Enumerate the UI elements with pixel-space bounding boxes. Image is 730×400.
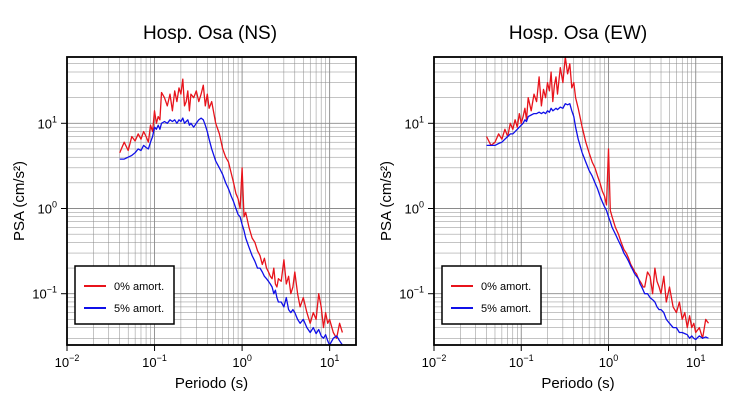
y-tick-base: 10 xyxy=(405,116,419,131)
legend-label-1: 5% amort. xyxy=(481,303,531,315)
x-tick-label: 100 xyxy=(599,353,618,370)
y-tick-base: 10 xyxy=(38,202,52,217)
y-tick-exponent: −1 xyxy=(414,285,424,295)
y-tick-label: 101 xyxy=(38,114,57,131)
x-tick-base: 10 xyxy=(142,355,156,370)
x-tick-exponent: 0 xyxy=(247,353,252,363)
y-tick-label: 100 xyxy=(38,200,57,217)
chart-title: Hosp. Osa (EW) xyxy=(509,23,647,44)
x-axis-label: Periodo (s) xyxy=(541,375,614,392)
y-tick-label: 100 xyxy=(405,200,424,217)
series-line-1 xyxy=(119,117,343,346)
y-axis-label: PSA (cm/s²) xyxy=(11,161,28,241)
y-tick-label: 101 xyxy=(405,114,424,131)
x-tick-label: 101 xyxy=(686,353,705,370)
plot-frame xyxy=(433,56,723,346)
chart-panel-0: Hosp. Osa (NS)Periodo (s)PSA (cm/s²)10−2… xyxy=(11,23,357,392)
y-tick-label: 10−1 xyxy=(32,285,57,302)
x-tick-base: 10 xyxy=(422,355,436,370)
x-tick-base: 10 xyxy=(599,355,613,370)
x-tick-label: 100 xyxy=(232,353,251,370)
x-tick-base: 10 xyxy=(686,355,700,370)
series-line-1 xyxy=(486,103,709,341)
y-tick-exponent: −1 xyxy=(47,285,57,295)
plot-frame xyxy=(66,56,357,346)
y-tick-base: 10 xyxy=(399,287,413,302)
y-tick-base: 10 xyxy=(405,202,419,217)
x-tick-exponent: −1 xyxy=(157,353,167,363)
chart-title: Hosp. Osa (NS) xyxy=(143,23,277,44)
x-tick-exponent: −2 xyxy=(436,353,446,363)
x-tick-label: 10−2 xyxy=(422,353,447,370)
legend-box xyxy=(74,265,175,325)
legend-box xyxy=(441,265,542,325)
y-tick-exponent: 0 xyxy=(419,200,424,210)
tick-marks xyxy=(61,122,331,351)
x-tick-label: 10−1 xyxy=(142,353,167,370)
y-axis-label: PSA (cm/s²) xyxy=(378,161,395,241)
legend: 0% amort. 5% amort. xyxy=(74,265,175,325)
x-tick-label: 10−2 xyxy=(55,353,80,370)
x-tick-label: 10−1 xyxy=(509,353,534,370)
legend-label-0: 0% amort. xyxy=(481,281,531,293)
series-line-0 xyxy=(485,56,710,339)
gridlines xyxy=(66,56,357,345)
y-tick-base: 10 xyxy=(38,116,52,131)
x-tick-base: 10 xyxy=(320,355,334,370)
x-axis-label: Periodo (s) xyxy=(175,375,248,392)
chart-panel-1: Hosp. Osa (EW)Periodo (s)PSA (cm/s²)10−2… xyxy=(378,23,723,392)
x-tick-exponent: 1 xyxy=(700,353,705,363)
series-line-0 xyxy=(119,78,344,339)
x-tick-exponent: −2 xyxy=(69,353,79,363)
y-tick-exponent: 1 xyxy=(52,114,57,124)
tick-marks xyxy=(428,122,697,351)
legend-label-1: 5% amort. xyxy=(114,303,164,315)
y-tick-exponent: 0 xyxy=(52,200,57,210)
x-tick-exponent: 0 xyxy=(613,353,618,363)
x-tick-base: 10 xyxy=(509,355,523,370)
legend-label-0: 0% amort. xyxy=(114,281,164,293)
y-tick-label: 10−1 xyxy=(399,285,424,302)
legend: 0% amort. 5% amort. xyxy=(441,265,542,325)
x-tick-exponent: −1 xyxy=(523,353,533,363)
x-tick-label: 101 xyxy=(320,353,339,370)
x-tick-base: 10 xyxy=(232,355,246,370)
x-tick-base: 10 xyxy=(55,355,69,370)
x-tick-exponent: 1 xyxy=(334,353,339,363)
y-tick-exponent: 1 xyxy=(419,114,424,124)
y-tick-base: 10 xyxy=(32,287,46,302)
